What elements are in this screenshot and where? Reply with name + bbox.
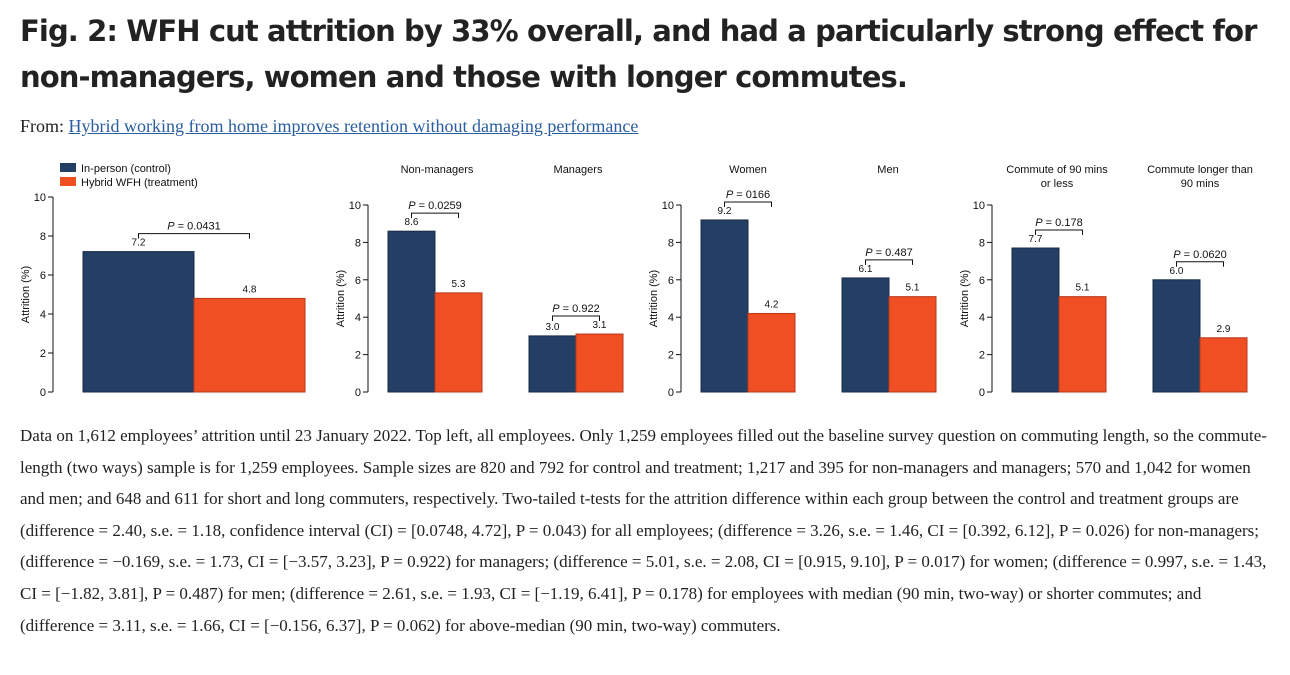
y-tick-label: 4 (668, 312, 674, 324)
data-label-control: 9.2 (718, 206, 732, 217)
bar-control (82, 251, 195, 393)
data-label-treatment: 5.1 (906, 283, 920, 294)
attrition-bar-chart: 0 2 4 6 8 10 Attrition (%) 7.2 4.8 P = 0.0431 0 2 4 6… (20, 163, 1253, 399)
y-tick-label: 8 (40, 231, 46, 243)
bar-control (841, 277, 890, 393)
group-title: Women (729, 164, 767, 176)
y-tick-label: 10 (34, 192, 46, 204)
data-label-treatment: 2.9 (1217, 324, 1231, 335)
p-value-label: P = 0.487 (865, 247, 912, 259)
y-tick-label: 8 (979, 237, 985, 249)
y-tick-label: 10 (349, 200, 361, 212)
significance-bracket (1035, 229, 1083, 236)
significance-bracket (1176, 261, 1224, 267)
bar-treatment (747, 312, 796, 393)
p-value-label: P = 0.178 (1035, 217, 1082, 229)
bar-treatment (888, 296, 937, 393)
y-tick-label: 6 (668, 275, 674, 287)
y-tick-label: 8 (355, 237, 361, 249)
group-title: Non-managers (401, 164, 474, 176)
data-label-control: 7.7 (1029, 234, 1043, 245)
p-value-label: P = 0.922 (552, 303, 599, 315)
figure-title: Fig. 2: WFH cut attrition by 33% overall… (20, 14, 1257, 94)
y-tick-label: 2 (668, 350, 674, 362)
y-tick-label: 6 (355, 275, 361, 287)
bar-control (387, 230, 436, 393)
data-label-treatment: 3.1 (593, 320, 607, 331)
significance-bracket (724, 201, 772, 207)
legend-swatch-control (60, 163, 76, 172)
y-tick-label: 4 (40, 309, 46, 321)
p-value-label: P = 0.0259 (408, 200, 462, 212)
data-label-control: 8.6 (405, 217, 419, 228)
y-tick-label: 6 (979, 275, 985, 287)
data-label-treatment: 5.1 (1076, 283, 1090, 294)
group-title: Managers (554, 164, 603, 176)
bar-treatment (575, 333, 624, 393)
y-axis-title: Attrition (%) (959, 270, 971, 327)
data-label-treatment: 5.3 (452, 279, 466, 290)
significance-bracket (865, 259, 913, 265)
bar-treatment (193, 297, 306, 393)
p-value-label: P = 0.0620 (1173, 249, 1227, 261)
p-value-label: P = 0166 (726, 189, 770, 201)
y-tick-label: 6 (40, 270, 46, 282)
y-tick-label: 2 (979, 350, 985, 362)
y-tick-label: 2 (40, 348, 46, 360)
bar-treatment (1058, 296, 1107, 393)
bar-control (1152, 279, 1201, 393)
source-prefix: From: (20, 116, 65, 136)
y-tick-label: 4 (355, 312, 361, 324)
data-label-control: 3.0 (546, 322, 560, 333)
y-tick-label: 10 (973, 200, 985, 212)
data-label-treatment: 4.2 (765, 299, 779, 310)
significance-bracket (138, 233, 250, 239)
y-tick-label: 0 (40, 387, 46, 399)
source-article-link[interactable]: Hybrid working from home improves retent… (68, 116, 639, 136)
bar-control (528, 335, 577, 393)
p-value-label: P = 0.0431 (167, 221, 221, 233)
y-axis-title: Attrition (%) (20, 266, 32, 323)
y-tick-label: 2 (355, 350, 361, 362)
group-title: Commute of 90 mins or less (1006, 164, 1108, 190)
data-label-control: 7.2 (132, 238, 146, 249)
data-label-treatment: 4.8 (243, 284, 257, 295)
y-axis-title: Attrition (%) (648, 270, 660, 327)
y-tick-label: 0 (355, 387, 361, 399)
legend-swatch-treatment (60, 177, 76, 186)
figure-caption: Data on 1,612 employees’ attrition until… (20, 426, 1267, 635)
legend-label-control: In-person (control) (81, 163, 171, 175)
significance-bracket (411, 212, 459, 219)
legend-label-treatment: Hybrid WFH (treatment) (81, 177, 198, 189)
group-title: Commute longer than 90 mins (1147, 164, 1253, 190)
y-tick-label: 0 (979, 387, 985, 399)
data-label-control: 6.0 (1170, 266, 1184, 277)
bar-treatment (434, 292, 483, 393)
significance-bracket (552, 315, 600, 322)
y-axis-title: Attrition (%) (335, 270, 347, 327)
bar-control (1011, 247, 1060, 393)
group-title: Men (877, 164, 898, 176)
bar-treatment (1199, 337, 1248, 393)
y-tick-label: 4 (979, 312, 985, 324)
bar-control (700, 219, 749, 393)
data-label-control: 6.1 (859, 264, 873, 275)
y-tick-label: 0 (668, 387, 674, 399)
y-tick-label: 8 (668, 237, 674, 249)
y-tick-label: 10 (662, 200, 674, 212)
source-line: From: Hybrid working from home improves … (20, 116, 638, 137)
